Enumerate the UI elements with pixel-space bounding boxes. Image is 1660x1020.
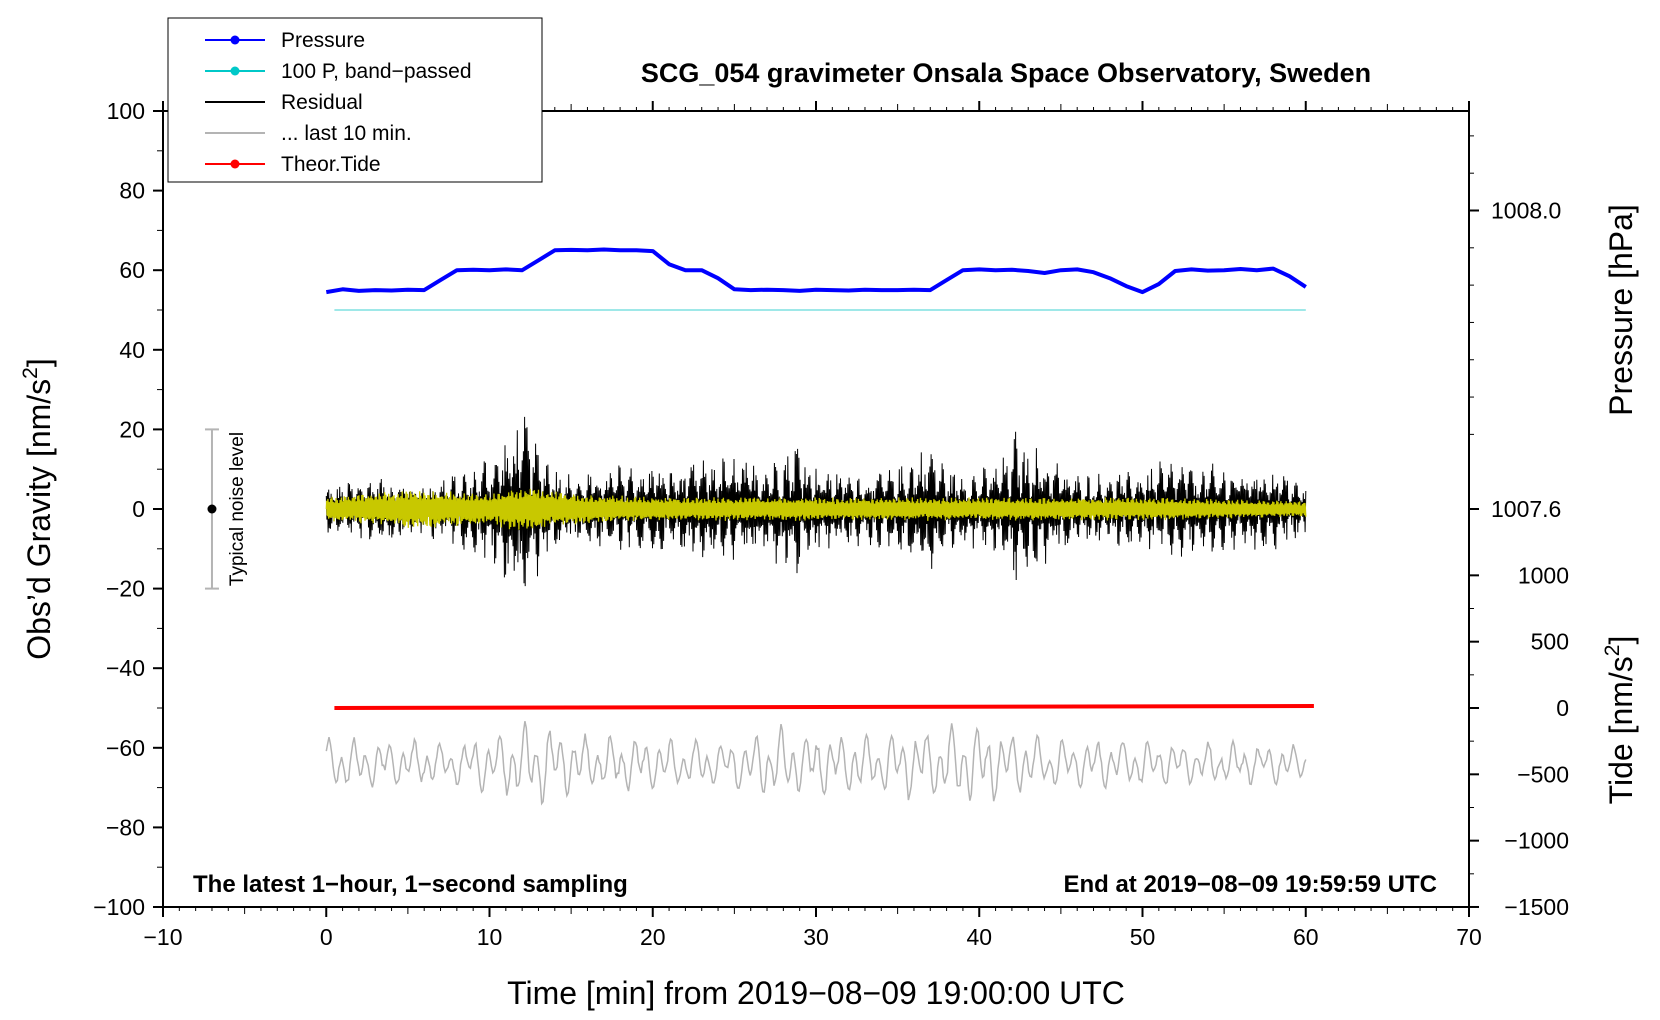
legend-label: Theor.Tide — [281, 153, 381, 176]
y-tick-label: 0 — [132, 496, 145, 522]
tide-tick-label: 0 — [1556, 695, 1569, 721]
series-theor-tide — [334, 704, 1314, 710]
x-tick-label: 30 — [803, 924, 829, 950]
x-tick-label: 20 — [640, 924, 666, 950]
tide-tick-label: −500 — [1517, 761, 1569, 787]
tide-axis-title-main: Tide [nm/s — [1603, 656, 1639, 804]
y-axis-title-sup: 2 — [19, 367, 42, 379]
x-tick-label: 60 — [1293, 924, 1319, 950]
y-axis-title-close: ] — [21, 358, 57, 367]
y-tick-label: 40 — [119, 337, 145, 363]
y-axis-title-main: Obs’d Gravity [nm/s — [21, 379, 57, 660]
noise-bar: Typical noise level — [204, 428, 248, 590]
y-tick-label: 60 — [119, 257, 145, 283]
series-residual-band-passed — [325, 488, 1307, 530]
y-tick-label: −40 — [106, 655, 145, 681]
y-axis-title: Obs’d Gravity [nm/s2] — [19, 358, 57, 660]
x-tick-label: 50 — [1130, 924, 1156, 950]
series-layer — [325, 247, 1314, 806]
tide-axis-title: Tide [nm/s2] — [1601, 636, 1639, 805]
tide-tick-label: 1000 — [1518, 562, 1569, 588]
legend-label: Residual — [281, 91, 363, 114]
series-pressure — [325, 247, 1307, 295]
tide-tick-label: −1000 — [1504, 828, 1569, 854]
legend-label: Pressure — [281, 29, 365, 52]
tick-layer: −10 0 10 20 30 40 50 60 70−100−80−60−40−20020406… — [93, 98, 1569, 950]
legend-marker — [230, 35, 240, 45]
x-tick-label: 40 — [966, 924, 992, 950]
tide-tick-label: 500 — [1531, 629, 1569, 655]
y-tick-label: −20 — [106, 576, 145, 602]
tide-axis-title-close: ] — [1603, 636, 1639, 645]
legend-label: 100 P, band−passed — [281, 60, 472, 83]
x-tick-label: 10 — [477, 924, 503, 950]
y-tick-label: 80 — [119, 178, 145, 204]
pressure-axis-title: Pressure [hPa] — [1603, 204, 1639, 416]
legend-marker — [230, 159, 240, 169]
legend-box — [167, 17, 543, 183]
x-tick-label: −10 — [143, 924, 182, 950]
tide-axis-title-sup: 2 — [1601, 645, 1624, 657]
y-tick-label: −60 — [106, 735, 145, 761]
x-tick-label: 0 — [320, 924, 333, 950]
y-tick-label: −100 — [93, 894, 145, 920]
tide-tick-label: −1500 — [1504, 894, 1569, 920]
pressure-tick-label: 1007.6 — [1491, 496, 1561, 522]
x-tick-label: 70 — [1456, 924, 1482, 950]
y-tick-label: 20 — [119, 416, 145, 442]
y-tick-label: 100 — [107, 98, 145, 124]
pressure-tick-label: 1008.0 — [1491, 198, 1561, 224]
chart-title: SCG_054 gravimeter Onsala Space Observat… — [641, 58, 1371, 88]
legend-label: ... last 10 min. — [281, 122, 412, 145]
annotation-right: End at 2019−08−09 19:59:59 UTC — [1063, 871, 1437, 898]
legend-marker — [230, 66, 240, 76]
noise-bar-center-dot — [207, 504, 217, 514]
legend: Pressure 100 P, band−passed Residual ... la… — [167, 17, 543, 183]
noise-bar-label: Typical noise level — [227, 432, 248, 586]
series-last-10-min — [325, 721, 1307, 806]
annotation-left: The latest 1−hour, 1−second sampling — [193, 871, 628, 898]
x-axis-title: Time [min] from 2019−08−09 19:00:00 UTC — [507, 975, 1125, 1011]
y-tick-label: −80 — [106, 814, 145, 840]
